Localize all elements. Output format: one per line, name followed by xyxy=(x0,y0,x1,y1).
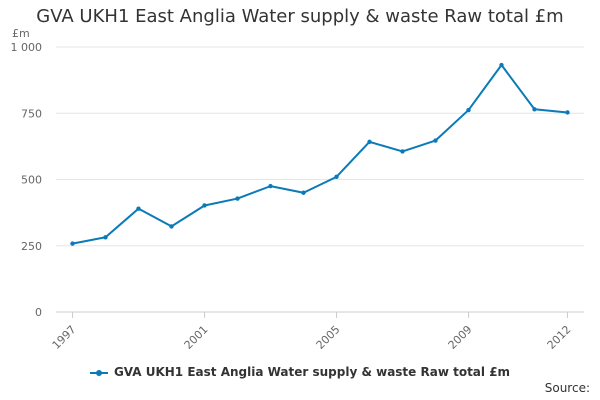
data-point[interactable] xyxy=(334,174,339,180)
x-axis: 1997 2001 2005 2009 2012 xyxy=(50,311,584,352)
y-tick-label: 500 xyxy=(21,174,42,187)
chart-title: GVA UKH1 East Anglia Water supply & wast… xyxy=(36,6,564,27)
data-point[interactable] xyxy=(466,107,471,113)
series-line xyxy=(72,64,568,245)
data-point[interactable] xyxy=(169,224,174,229)
data-point[interactable] xyxy=(235,196,240,201)
data-point[interactable] xyxy=(367,139,372,145)
data-point[interactable] xyxy=(499,62,504,68)
x-tick-label: 2012 xyxy=(545,323,574,352)
data-point[interactable] xyxy=(103,235,108,240)
x-tick-label: 2001 xyxy=(182,323,211,352)
data-point[interactable] xyxy=(532,107,537,112)
data-point[interactable] xyxy=(400,149,405,154)
x-tick-label: 1997 xyxy=(50,323,79,352)
y-axis-ticks: 0 250 500 750 1 000 xyxy=(11,41,43,319)
legend-label: GVA UKH1 East Anglia Water supply & wast… xyxy=(113,365,511,379)
data-point[interactable] xyxy=(565,110,570,115)
data-point[interactable] xyxy=(433,138,438,143)
data-point[interactable] xyxy=(202,203,207,208)
series-layer xyxy=(70,62,570,246)
y-axis-unit-label: £m xyxy=(12,27,30,40)
y-tick-label: 250 xyxy=(21,240,42,253)
y-tick-label: 0 xyxy=(35,306,42,319)
data-point[interactable] xyxy=(136,206,141,211)
y-tick-label: 750 xyxy=(21,107,42,120)
data-point[interactable] xyxy=(268,183,273,189)
x-tick-label: 2009 xyxy=(446,323,475,352)
data-point[interactable] xyxy=(70,241,75,246)
data-point[interactable] xyxy=(301,190,306,195)
gridlines xyxy=(56,46,584,247)
source-label: Source: xyxy=(544,381,590,395)
x-tick-label: 2005 xyxy=(314,323,343,352)
legend-swatch xyxy=(89,369,108,376)
legend[interactable]: GVA UKH1 East Anglia Water supply & wast… xyxy=(0,365,600,379)
y-tick-label: 1 000 xyxy=(11,41,43,54)
